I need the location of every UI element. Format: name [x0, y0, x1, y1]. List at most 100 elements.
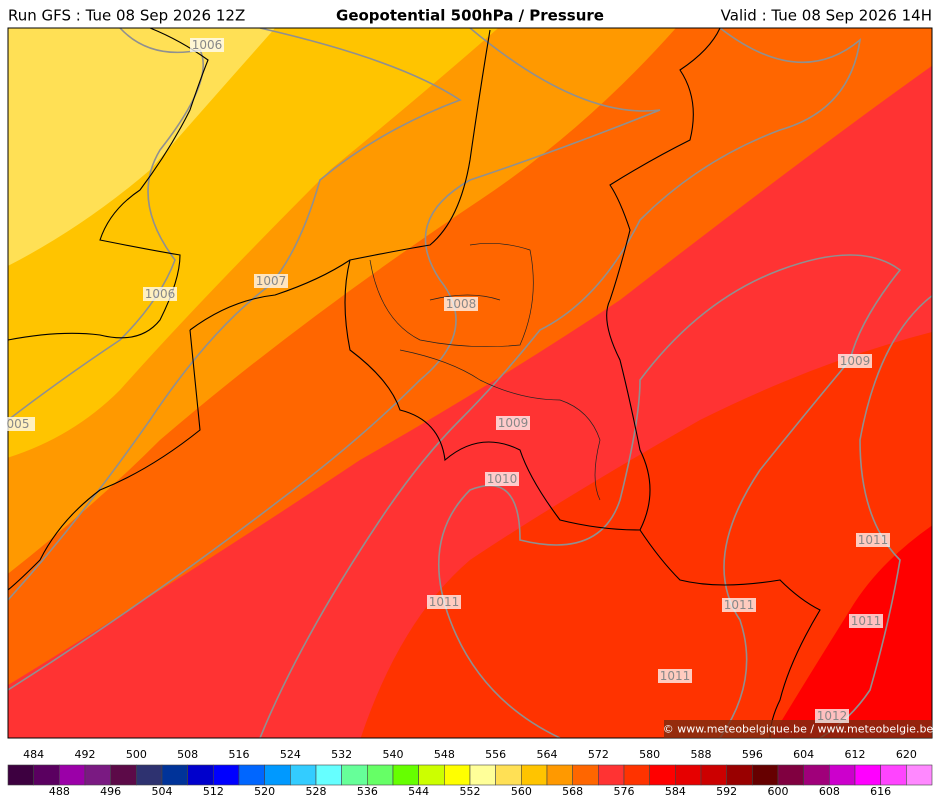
- isobar-label-bg: [838, 354, 872, 368]
- legend-swatch: [649, 764, 676, 786]
- isobar-label-bg: [143, 287, 177, 301]
- legend-label: 496: [100, 785, 121, 798]
- isobar-label: 1011: [429, 595, 460, 609]
- legend-swatch: [161, 764, 188, 786]
- isobars: [8, 28, 932, 738]
- isobar-label: 1009: [840, 354, 871, 368]
- legend-swatch: [341, 764, 368, 786]
- band: [8, 28, 276, 266]
- legend-swatch: [495, 764, 522, 786]
- run-info: Run GFS : Tue 08 Sep 2026 12Z: [8, 7, 245, 25]
- isobar-label-bg: [496, 416, 530, 430]
- legend-swatch: [264, 764, 291, 786]
- legend-swatch: [521, 764, 548, 786]
- legend-swatch: [315, 764, 342, 786]
- legend-label: 568: [562, 785, 583, 798]
- legend-swatch: [880, 764, 907, 786]
- isobar-label-bg: [856, 533, 890, 547]
- legend-swatch: [187, 764, 214, 786]
- legend-swatch: [7, 764, 34, 786]
- isobar-label-bg: [1, 417, 35, 431]
- legend-label: 596: [742, 748, 763, 761]
- legend-label: 492: [75, 748, 96, 761]
- legend-swatch: [854, 764, 881, 786]
- legend-label: 564: [537, 748, 558, 761]
- valid-info: Valid : Tue 08 Sep 2026 14H: [721, 7, 932, 25]
- legend-label: 556: [485, 748, 506, 761]
- legend-label: 484: [23, 748, 44, 761]
- legend-label: 608: [819, 785, 840, 798]
- isobar-label: 1010: [487, 472, 518, 486]
- legend-swatch: [367, 764, 394, 786]
- legend-label: 544: [408, 785, 429, 798]
- legend-label: 532: [331, 748, 352, 761]
- legend-swatch: [675, 764, 702, 786]
- legend-swatch: [444, 764, 471, 786]
- legend-swatch: [110, 764, 137, 786]
- isobar-label: 1008: [446, 297, 477, 311]
- isobar-label: 1011: [858, 533, 889, 547]
- legend-swatch: [829, 764, 856, 786]
- legend-swatch: [572, 764, 599, 786]
- isobar-label: 1009: [498, 416, 529, 430]
- legend-swatch: [33, 764, 60, 786]
- legend-swatch: [136, 764, 163, 786]
- legend-label: 588: [691, 748, 712, 761]
- copyright: © www.meteobelgique.be / www.meteobelgie…: [663, 723, 934, 736]
- legend-swatch: [59, 764, 86, 786]
- legend-swatch: [469, 764, 496, 786]
- legend-swatch: [546, 764, 573, 786]
- isobar-label: 1011: [724, 598, 755, 612]
- isobar-label: 1006: [145, 287, 176, 301]
- isobar-label: 1007: [256, 274, 287, 288]
- legend-swatch: [777, 764, 804, 786]
- isobar-label-bg: [485, 472, 519, 486]
- isobar-label: 1006: [192, 38, 223, 52]
- copyright-box: [664, 720, 932, 738]
- isobar-label-bg: [444, 297, 478, 311]
- legend-label: 604: [793, 748, 814, 761]
- legend-swatch: [623, 764, 650, 786]
- isobar-label-bg: [254, 274, 288, 288]
- legend-swatch: [84, 764, 111, 786]
- field: [8, 28, 932, 738]
- legend-label: 612: [845, 748, 866, 761]
- legend-swatch: [803, 764, 830, 786]
- legend-label: 548: [434, 748, 455, 761]
- legend-swatch: [906, 764, 933, 786]
- map-frame: [7, 27, 933, 739]
- isobar-label-bg: [815, 709, 849, 723]
- legend-label: 580: [639, 748, 660, 761]
- legend-label: 488: [49, 785, 70, 798]
- legend-label: 592: [716, 785, 737, 798]
- legend-swatch: [238, 764, 265, 786]
- legend-label: 620: [896, 748, 917, 761]
- legend-label: 500: [126, 748, 147, 761]
- legend-label: 576: [614, 785, 635, 798]
- legend-label: 520: [254, 785, 275, 798]
- isobar-label: 005: [7, 417, 30, 431]
- legend-label: 508: [177, 748, 198, 761]
- legend-label: 524: [280, 748, 301, 761]
- isobar-label-bg: [658, 669, 692, 683]
- legend-label: 512: [203, 785, 224, 798]
- legend-label: 560: [511, 785, 532, 798]
- legend-swatch: [213, 764, 240, 786]
- isobar-label-bg: [849, 614, 883, 628]
- borders: [8, 28, 821, 738]
- legend-label: 616: [870, 785, 891, 798]
- legend-label: 572: [588, 748, 609, 761]
- isobar-label-bg: [427, 595, 461, 609]
- legend-label: 540: [383, 748, 404, 761]
- legend-label: 552: [460, 785, 481, 798]
- legend-swatch: [392, 764, 419, 786]
- legend-swatch: [726, 764, 753, 786]
- legend-label: 504: [152, 785, 173, 798]
- legend-swatch: [418, 764, 445, 786]
- isobar-label-bg: [190, 38, 224, 52]
- legend-swatch: [700, 764, 727, 786]
- isobar-label: 1011: [851, 614, 882, 628]
- legend-label: 536: [357, 785, 378, 798]
